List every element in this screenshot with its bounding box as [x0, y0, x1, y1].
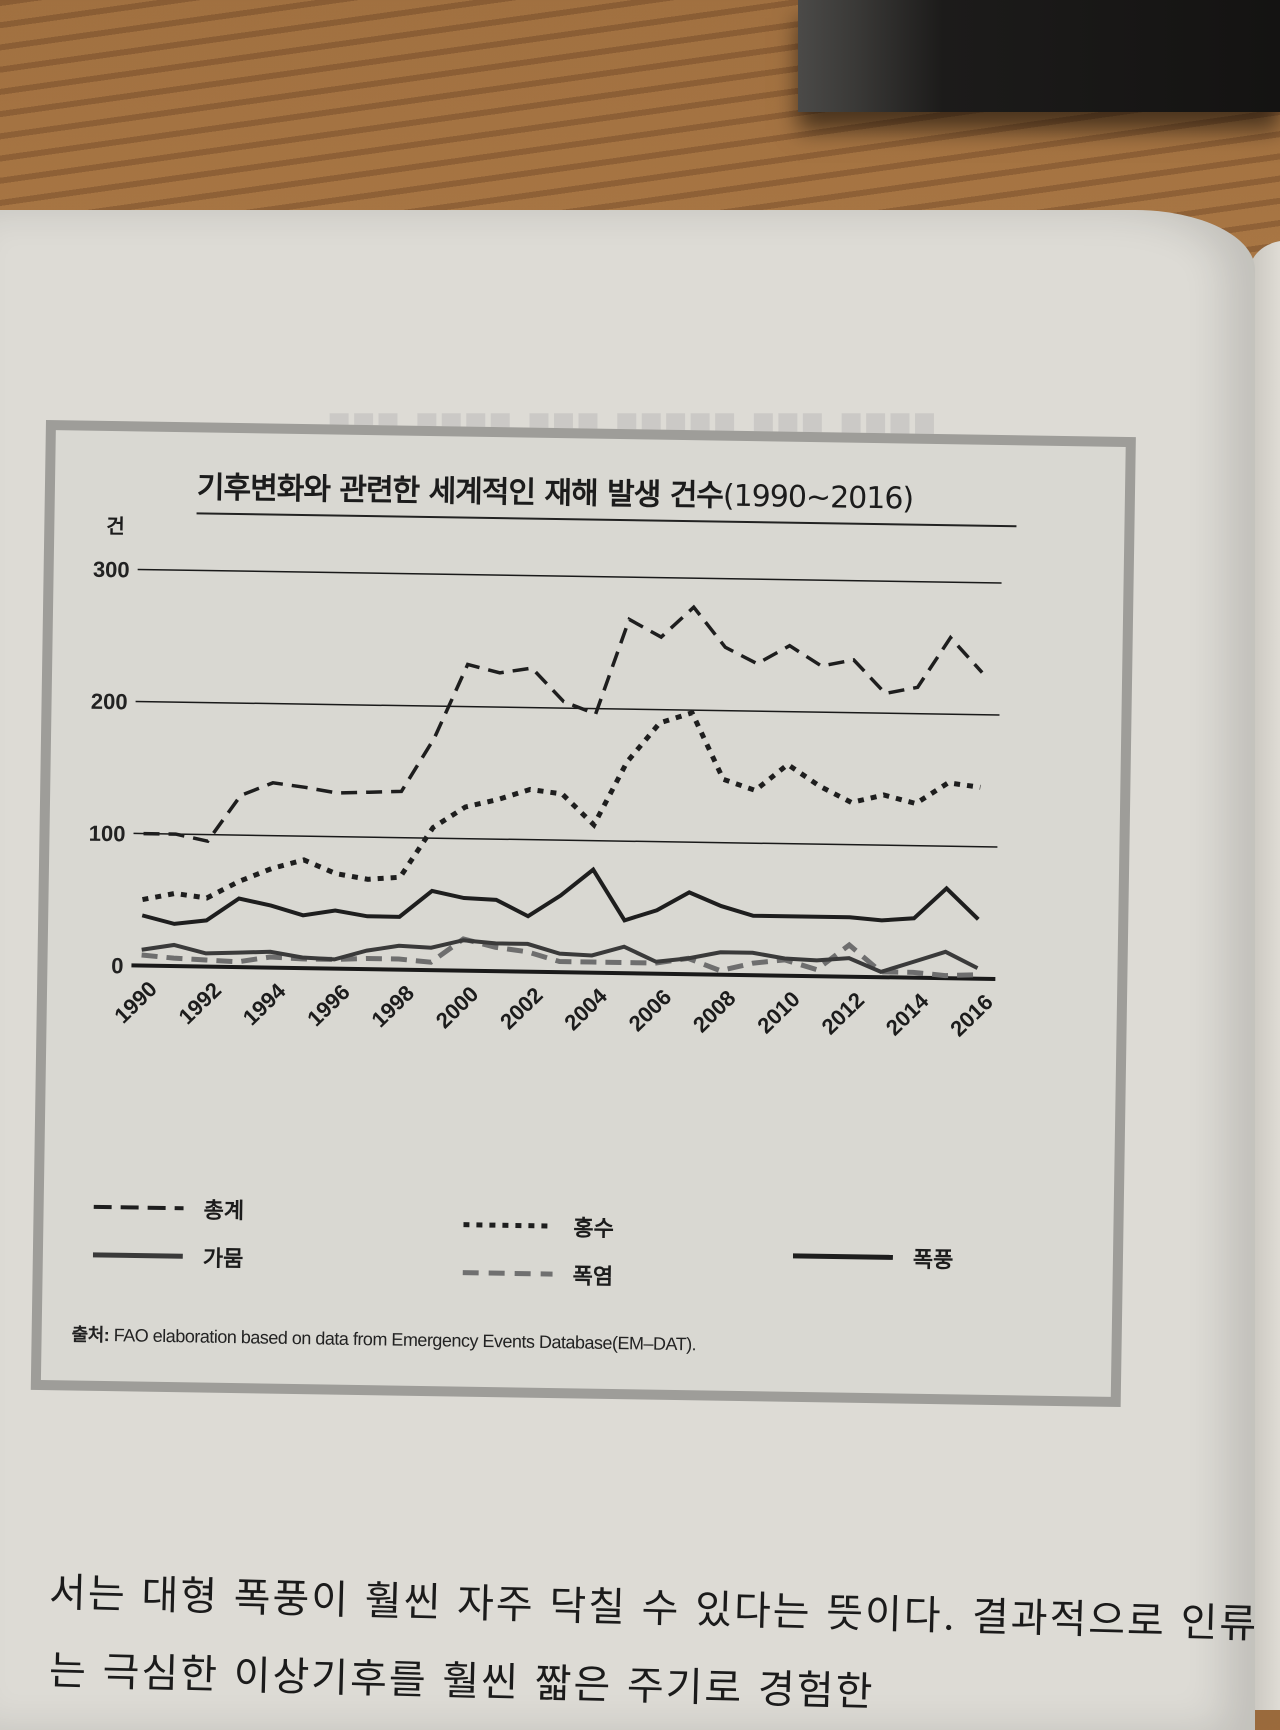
x-tick-label: 1990: [109, 976, 162, 1028]
x-tick-label: 2012: [817, 987, 870, 1039]
y-tick-label: 0: [111, 953, 124, 978]
source-label: 출처:: [71, 1324, 110, 1346]
gray-dashed-line-icon: [462, 1270, 553, 1277]
x-tick-label: 1996: [302, 979, 355, 1031]
series-line-4: [141, 936, 978, 979]
x-tick-label: 2014: [881, 988, 934, 1041]
solid-line-icon: [92, 1252, 183, 1259]
legend-label: 폭염: [572, 1264, 614, 1291]
chart-figure: 기후변화와 관련한 세계적인 재해 발생 건수(1990~2016) 건 0 100…: [30, 420, 1146, 1437]
dashed-line-icon: [93, 1204, 184, 1211]
series-line-3: [141, 938, 979, 975]
legend-label: 가뭄: [202, 1246, 244, 1273]
gridline: [133, 832, 998, 848]
series-line-1: [142, 709, 981, 903]
series-line-2: [141, 866, 980, 926]
x-tick-label: 2008: [688, 985, 741, 1037]
series-line-0: [143, 604, 984, 844]
legend-item-flood: 홍수: [463, 1209, 614, 1243]
solid-line-icon: [792, 1253, 893, 1260]
y-tick-label: 100: [89, 821, 126, 847]
next-page-edge: [1250, 240, 1280, 1710]
legend-label: 홍수: [573, 1216, 615, 1243]
legend-item-heatwave: 폭염: [462, 1257, 613, 1291]
legend-item-total: 총계: [93, 1191, 244, 1225]
y-tick-label: 200: [91, 689, 128, 715]
y-axis-unit: 건: [106, 514, 125, 538]
legend-label: 총계: [203, 1198, 245, 1225]
x-tick-label: 2006: [624, 984, 677, 1036]
gridline: [131, 963, 996, 981]
legend-item-storm: 폭풍: [792, 1240, 954, 1275]
legend-label: 폭풍: [912, 1247, 954, 1274]
x-tick-label: 1998: [366, 980, 419, 1032]
dotted-line-icon: [463, 1222, 554, 1229]
gridline: [137, 568, 1002, 584]
gridline: [135, 700, 1000, 716]
x-tick-label: 1994: [238, 978, 291, 1031]
x-tick-label: 2004: [559, 983, 612, 1036]
x-tick-label: 2010: [752, 986, 805, 1038]
x-tick-label: 2002: [495, 982, 548, 1034]
x-tick-label: 2016: [945, 989, 998, 1041]
x-tick-label: 1992: [174, 977, 227, 1029]
legend-item-drought: 가뭄: [92, 1239, 244, 1273]
y-tick-label: 300: [93, 557, 130, 583]
x-tick-label: 2000: [431, 981, 484, 1033]
chart-legend: 총계 홍수 폭풍 가뭄 폭염: [92, 1191, 994, 1315]
leather-book: [798, 0, 1280, 112]
